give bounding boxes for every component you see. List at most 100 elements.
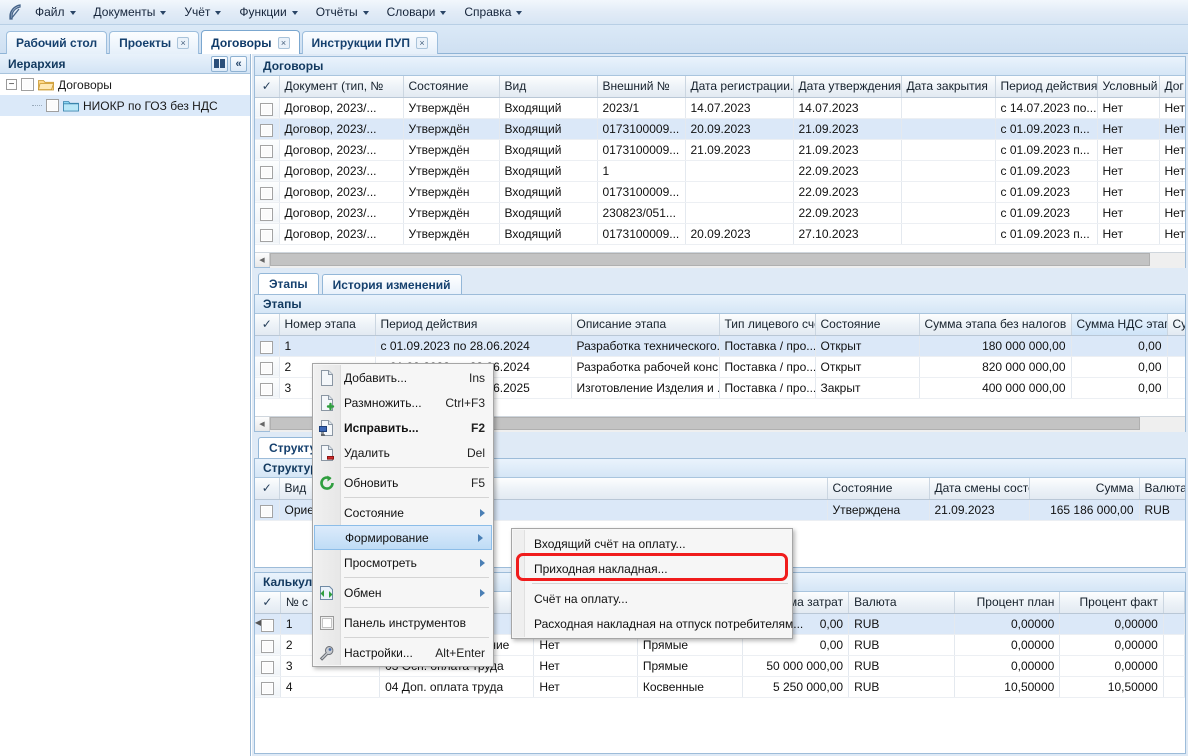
- row-checkbox[interactable]: [260, 340, 274, 354]
- menu-item-2[interactable]: Учёт: [175, 2, 230, 23]
- row-checkbox-cell[interactable]: [255, 160, 280, 182]
- column-header-2[interactable]: Дата смены состоя: [929, 478, 1030, 500]
- stage-tab-1[interactable]: История изменений: [321, 274, 462, 294]
- column-header-0[interactable]: Документ (тип, №: [279, 76, 404, 98]
- column-header-1[interactable]: Состояние: [403, 76, 500, 98]
- select-all-column[interactable]: ✓: [255, 592, 281, 614]
- column-header-7[interactable]: Период действия..: [995, 76, 1098, 98]
- menu-item-3[interactable]: Функции: [230, 2, 306, 23]
- calculation-left-scroll-arrow[interactable]: ◀: [254, 618, 262, 627]
- column-header-9[interactable]: Дог: [1159, 76, 1185, 98]
- ctx-item-13[interactable]: Панель инструментов: [313, 610, 493, 635]
- ctx-item-15[interactable]: Настройки... Alt+Enter: [313, 640, 493, 665]
- tree-node-1[interactable]: НИОКР по ГОЗ без НДС: [0, 95, 250, 116]
- tree-checkbox[interactable]: [46, 99, 59, 112]
- select-all-column[interactable]: ✓: [255, 76, 280, 98]
- table-row[interactable]: Договор, 2023/... Утверждён Входящий 017310…: [255, 223, 1185, 245]
- ctx-item-9[interactable]: Просмотреть: [313, 550, 493, 575]
- ctx-item-5[interactable]: Обновить F5: [313, 470, 493, 495]
- stages-context-menu[interactable]: Добавить... Ins Размножить... Ctrl+F3 Исправ…: [312, 363, 494, 667]
- column-header-6[interactable]: Сумма НДС этапа: [1071, 314, 1168, 336]
- ctx-item-11[interactable]: Обмен: [313, 580, 493, 605]
- ctx-item-1[interactable]: Размножить... Ctrl+F3: [313, 390, 493, 415]
- row-checkbox-cell[interactable]: [255, 139, 280, 161]
- tab-1[interactable]: Проекты ×: [109, 31, 200, 54]
- tab-0[interactable]: Рабочий стол: [6, 31, 108, 54]
- row-checkbox-cell[interactable]: [255, 676, 281, 698]
- tree-expander-icon[interactable]: −: [6, 79, 17, 90]
- row-checkbox[interactable]: [260, 186, 274, 200]
- column-header-5[interactable]: Валюта: [848, 592, 955, 614]
- scroll-left-icon[interactable]: ◀: [255, 253, 270, 267]
- scroll-left-icon[interactable]: ◀: [255, 417, 270, 431]
- row-checkbox-cell[interactable]: [255, 118, 280, 140]
- stage-tab-0[interactable]: Этапы: [258, 273, 319, 294]
- close-icon[interactable]: ×: [415, 37, 428, 49]
- menu-item-0[interactable]: Файл: [26, 2, 85, 23]
- column-header-3[interactable]: Тип лицевого счёт: [719, 314, 816, 336]
- column-header-7[interactable]: Процент факт: [1059, 592, 1164, 614]
- row-checkbox[interactable]: [260, 165, 274, 179]
- ctx-item-3[interactable]: Удалить Del: [313, 440, 493, 465]
- row-checkbox-cell[interactable]: [255, 634, 281, 656]
- column-header-8[interactable]: Условный договор: [1097, 76, 1160, 98]
- menu-item-5[interactable]: Словари: [378, 2, 456, 23]
- column-header-4[interactable]: Дата регистрации.: [685, 76, 794, 98]
- row-checkbox[interactable]: [260, 504, 274, 518]
- submenu-item-3[interactable]: Счёт на оплату...: [512, 586, 792, 611]
- ctx-item-8[interactable]: Формирование: [314, 525, 492, 550]
- column-header-5[interactable]: Дата утверждения: [793, 76, 902, 98]
- formation-submenu[interactable]: Входящий счёт на оплату... Приходная накл…: [511, 528, 803, 639]
- column-header-3[interactable]: Внешний №: [597, 76, 686, 98]
- select-all-column[interactable]: ✓: [255, 478, 280, 500]
- row-checkbox[interactable]: [260, 618, 274, 632]
- table-row[interactable]: 4 04 Доп. оплата труда Нет Косвенные 5 250 0…: [255, 676, 1185, 698]
- submenu-item-1[interactable]: Приходная накладная...: [512, 556, 792, 581]
- table-row[interactable]: Договор, 2023/... Утверждён Входящий 1 22.09…: [255, 160, 1185, 182]
- column-header-1[interactable]: Состояние: [827, 478, 930, 500]
- table-row[interactable]: Договор, 2023/... Утверждён Входящий 017310…: [255, 139, 1185, 161]
- row-checkbox[interactable]: [260, 123, 274, 137]
- row-checkbox-cell[interactable]: [255, 335, 280, 357]
- menu-item-4[interactable]: Отчёты: [307, 2, 378, 23]
- row-checkbox-cell[interactable]: [255, 377, 280, 399]
- row-checkbox[interactable]: [260, 102, 274, 116]
- column-header-3[interactable]: Сумма: [1029, 478, 1140, 500]
- column-header-4[interactable]: Состояние: [815, 314, 920, 336]
- row-checkbox[interactable]: [260, 639, 274, 653]
- column-header-6[interactable]: Процент план: [954, 592, 1061, 614]
- row-checkbox[interactable]: [260, 207, 274, 221]
- column-header-6[interactable]: Дата закрытия: [901, 76, 996, 98]
- row-checkbox-cell[interactable]: [255, 223, 280, 245]
- table-row[interactable]: Договор, 2023/... Утверждён Входящий 017310…: [255, 181, 1185, 203]
- column-header-1[interactable]: Период действия: [375, 314, 572, 336]
- ctx-item-7[interactable]: Состояние: [313, 500, 493, 525]
- tab-2[interactable]: Договоры ×: [201, 30, 300, 54]
- find-icon[interactable]: [211, 55, 228, 72]
- column-header-7[interactable]: Сумма эт: [1167, 314, 1185, 336]
- row-checkbox-cell[interactable]: [255, 181, 280, 203]
- tree-checkbox[interactable]: [21, 78, 34, 91]
- row-checkbox-cell[interactable]: [255, 97, 280, 119]
- menu-item-6[interactable]: Справка: [455, 2, 531, 23]
- column-header-2[interactable]: Описание этапа: [571, 314, 720, 336]
- row-checkbox-cell[interactable]: [255, 499, 280, 521]
- row-checkbox[interactable]: [260, 144, 274, 158]
- submenu-item-0[interactable]: Входящий счёт на оплату...: [512, 531, 792, 556]
- ctx-item-2[interactable]: Исправить... F2: [313, 415, 493, 440]
- table-row[interactable]: Договор, 2023/... Утверждён Входящий 230823…: [255, 202, 1185, 224]
- menu-item-1[interactable]: Документы: [85, 2, 176, 23]
- row-checkbox-cell[interactable]: [255, 356, 280, 378]
- column-header-5[interactable]: Сумма этапа без налогов: [919, 314, 1072, 336]
- close-icon[interactable]: ×: [277, 36, 290, 49]
- collapse-panel-icon[interactable]: «: [230, 55, 247, 72]
- tab-3[interactable]: Инструкции ПУП ×: [301, 31, 438, 54]
- submenu-item-4[interactable]: Расходная накладная на отпуск потребител…: [512, 611, 803, 636]
- column-header-2[interactable]: Вид: [499, 76, 598, 98]
- row-checkbox[interactable]: [260, 681, 274, 695]
- select-all-column[interactable]: ✓: [255, 314, 280, 336]
- row-checkbox-cell[interactable]: [255, 613, 281, 635]
- ctx-item-0[interactable]: Добавить... Ins: [313, 365, 493, 390]
- contracts-grid[interactable]: ✓ Документ (тип, № Состояние Вид Внешний № Да…: [255, 76, 1185, 245]
